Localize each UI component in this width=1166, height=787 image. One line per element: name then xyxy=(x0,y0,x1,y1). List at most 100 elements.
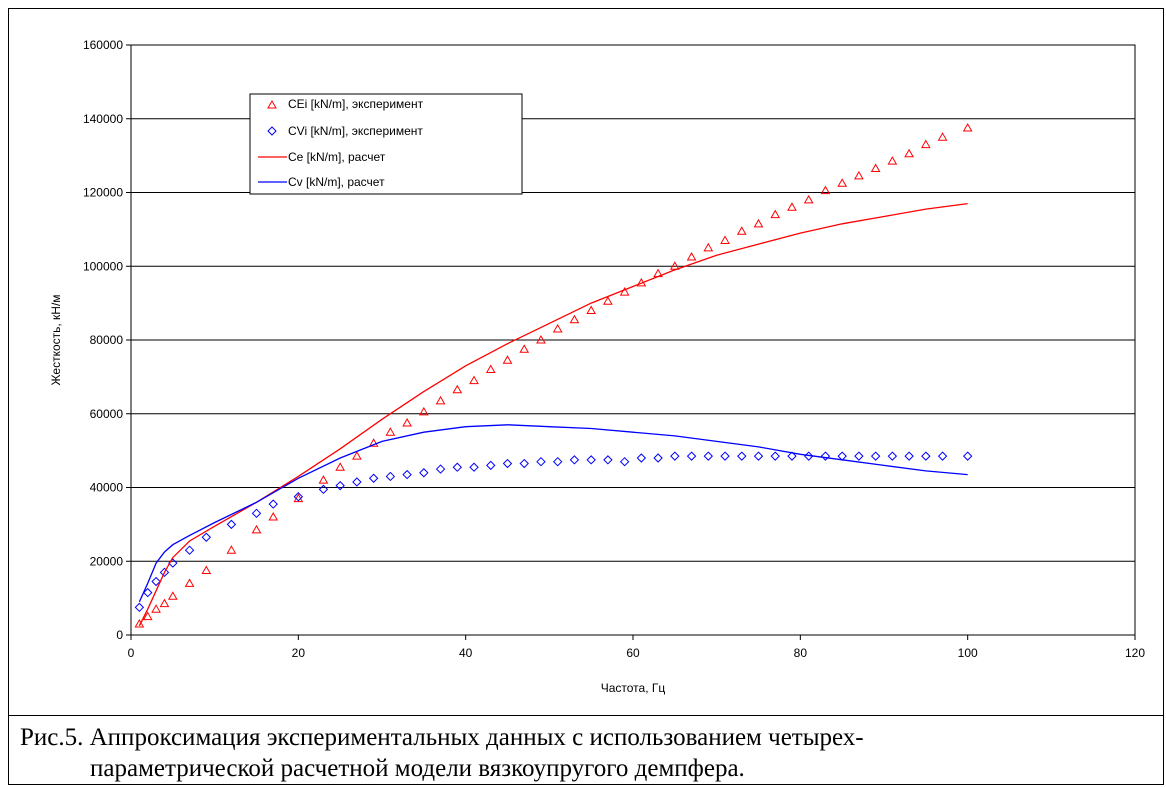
data-point xyxy=(686,451,697,461)
series-layer xyxy=(134,122,973,628)
data-point xyxy=(737,451,747,461)
legend-label-cvi: CVi [kN/m], эксперимент xyxy=(288,124,423,138)
data-point xyxy=(720,451,730,461)
data-point xyxy=(854,451,864,461)
x-axis-label: Частота, Гц xyxy=(601,681,666,695)
data-point xyxy=(419,468,429,478)
legend-label-cv: Cv [kN/m], расчет xyxy=(288,175,385,189)
data-point xyxy=(770,209,781,219)
data-point xyxy=(837,178,848,187)
data-point xyxy=(268,499,278,509)
data-point xyxy=(201,565,212,574)
data-point xyxy=(552,323,563,333)
data-point xyxy=(603,455,613,465)
y-axis-label: Жесткость, кН/м xyxy=(49,294,63,385)
data-point xyxy=(770,451,780,461)
data-point xyxy=(686,252,697,261)
y-tick-label: 20000 xyxy=(90,554,124,568)
data-point xyxy=(569,455,580,465)
data-point xyxy=(920,139,931,149)
x-tick-label: 40 xyxy=(459,646,473,660)
data-point xyxy=(452,462,463,472)
data-point xyxy=(820,185,831,195)
series-ce-line xyxy=(138,202,968,627)
data-point xyxy=(402,417,412,427)
data-point xyxy=(552,456,563,467)
y-tick-label: 60000 xyxy=(90,407,124,421)
data-point xyxy=(962,122,973,132)
data-point xyxy=(720,235,730,244)
data-point xyxy=(536,456,546,467)
data-point xyxy=(134,618,145,628)
data-point xyxy=(937,132,948,141)
data-point xyxy=(703,451,714,461)
series-cv-line xyxy=(138,424,968,603)
data-point xyxy=(151,576,161,587)
figure-frame xyxy=(8,8,1164,785)
x-tick-label: 0 xyxy=(128,646,135,660)
stiffness-chart: 0 20 40 60 80 100 120 0 20000 40000 60000 80000 100… xyxy=(49,38,1145,695)
data-point xyxy=(251,508,262,519)
y-tick-label: 40000 xyxy=(90,481,124,495)
data-point xyxy=(452,384,463,394)
data-point xyxy=(887,451,898,461)
caption-divider xyxy=(8,715,1164,716)
data-point xyxy=(318,475,329,484)
data-point xyxy=(352,451,362,460)
data-point xyxy=(653,453,663,463)
data-point xyxy=(820,451,831,461)
data-point xyxy=(753,451,764,461)
data-point xyxy=(293,492,304,502)
data-point xyxy=(318,484,329,495)
data-point xyxy=(870,451,881,461)
data-point xyxy=(184,578,195,587)
data-point xyxy=(803,194,814,204)
data-point xyxy=(335,462,346,471)
data-point xyxy=(435,464,446,474)
data-point xyxy=(159,598,170,608)
data-point xyxy=(736,226,747,235)
data-point xyxy=(603,296,613,305)
data-point xyxy=(787,202,797,211)
data-point xyxy=(143,587,153,598)
data-point xyxy=(335,480,345,491)
y-axis: 0 20000 40000 60000 80000 100000 120000 140000 1… xyxy=(83,38,131,642)
y-tick-label: 100000 xyxy=(83,259,123,273)
data-point xyxy=(151,604,161,613)
caption-line-1: Рис.5. Аппроксимация экспериментальных д… xyxy=(20,724,864,751)
y-tick-label: 80000 xyxy=(90,333,124,347)
data-point xyxy=(251,524,262,534)
data-point xyxy=(226,519,237,530)
data-point xyxy=(385,427,396,436)
data-point xyxy=(586,455,596,465)
data-point xyxy=(167,591,178,600)
data-point xyxy=(870,163,881,173)
data-point xyxy=(368,473,379,483)
data-point xyxy=(142,611,153,621)
data-point xyxy=(937,451,948,461)
data-point xyxy=(368,438,379,447)
data-point xyxy=(519,344,530,353)
data-point xyxy=(887,156,898,165)
x-tick-label: 120 xyxy=(1125,646,1145,660)
y-tick-label: 0 xyxy=(116,628,123,642)
data-point xyxy=(619,456,630,467)
x-tick-label: 80 xyxy=(794,646,808,660)
data-point xyxy=(352,477,362,487)
data-point xyxy=(159,567,170,578)
data-point xyxy=(418,406,429,416)
data-point xyxy=(904,148,914,158)
data-point xyxy=(519,458,529,469)
data-point xyxy=(619,287,630,296)
legend-label-cei: CEi [kN/m], эксперимент xyxy=(288,97,424,111)
data-point xyxy=(670,451,680,461)
data-point xyxy=(485,364,496,373)
data-point xyxy=(569,314,580,324)
data-point xyxy=(586,305,597,314)
data-point xyxy=(962,451,973,461)
data-point xyxy=(921,451,931,461)
data-point xyxy=(636,453,647,463)
data-point xyxy=(502,458,513,469)
x-tick-label: 100 xyxy=(958,646,978,660)
legend-box xyxy=(249,93,523,195)
